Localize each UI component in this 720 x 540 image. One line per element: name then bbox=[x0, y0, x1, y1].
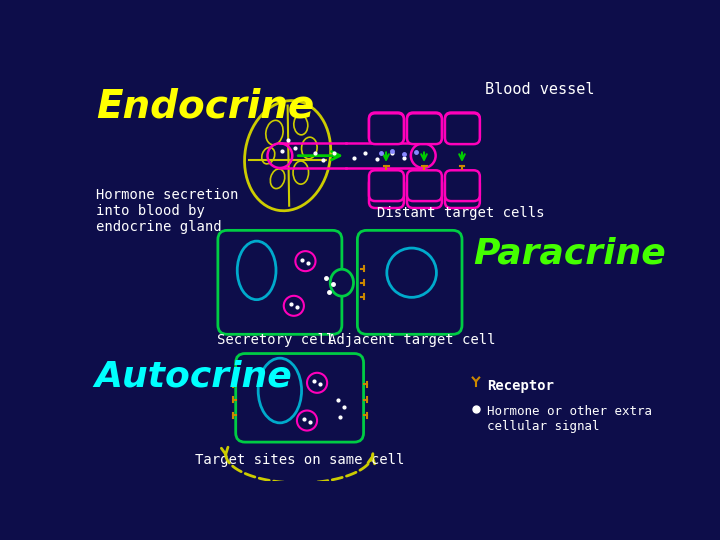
FancyBboxPatch shape bbox=[407, 113, 442, 144]
FancyBboxPatch shape bbox=[407, 170, 442, 201]
Text: Autocrine: Autocrine bbox=[94, 360, 292, 394]
Text: Hormone or other extra
cellular signal: Hormone or other extra cellular signal bbox=[487, 405, 652, 433]
Text: Adjacent target cell: Adjacent target cell bbox=[328, 333, 495, 347]
Text: Target sites on same cell: Target sites on same cell bbox=[194, 453, 404, 467]
FancyBboxPatch shape bbox=[445, 170, 480, 201]
Text: Secretory cell: Secretory cell bbox=[217, 333, 335, 347]
FancyBboxPatch shape bbox=[369, 112, 404, 143]
FancyBboxPatch shape bbox=[369, 170, 404, 201]
FancyBboxPatch shape bbox=[445, 113, 480, 144]
Text: Paracrine: Paracrine bbox=[474, 237, 667, 271]
FancyBboxPatch shape bbox=[407, 177, 442, 208]
FancyBboxPatch shape bbox=[218, 231, 342, 334]
Text: Endocrine: Endocrine bbox=[96, 88, 315, 126]
FancyBboxPatch shape bbox=[445, 177, 480, 208]
FancyBboxPatch shape bbox=[445, 112, 480, 143]
FancyBboxPatch shape bbox=[235, 354, 364, 442]
Text: Hormone secretion
into blood by
endocrine gland: Hormone secretion into blood by endocrin… bbox=[96, 188, 238, 234]
Text: Blood vessel: Blood vessel bbox=[485, 82, 595, 97]
Ellipse shape bbox=[330, 269, 354, 296]
FancyBboxPatch shape bbox=[407, 112, 442, 143]
Text: Distant target cells: Distant target cells bbox=[377, 206, 544, 220]
Text: Receptor: Receptor bbox=[487, 379, 554, 393]
FancyBboxPatch shape bbox=[369, 177, 404, 208]
FancyBboxPatch shape bbox=[357, 231, 462, 334]
FancyBboxPatch shape bbox=[369, 113, 404, 144]
